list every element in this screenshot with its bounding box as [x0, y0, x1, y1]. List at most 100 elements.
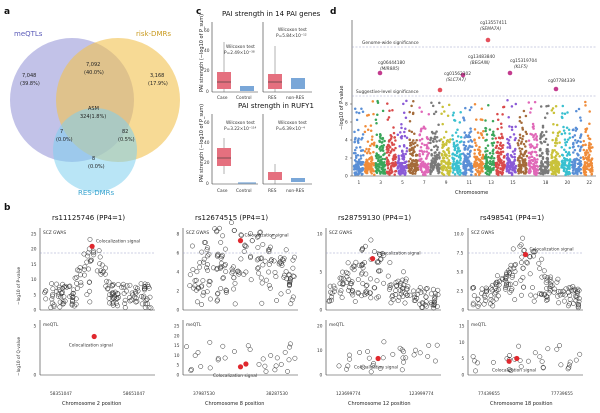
manhattan-point: [568, 146, 572, 150]
manhattan-point: [541, 124, 545, 128]
manhattan-point: [442, 166, 446, 170]
manhattan-point: [557, 163, 561, 166]
gwas-point: [97, 254, 103, 260]
manhattan-point: [535, 145, 538, 149]
manhattan-point: [582, 148, 586, 152]
gwas-point: [412, 294, 417, 300]
manhattan-point: [554, 173, 558, 176]
manhattan-point: [462, 143, 466, 147]
b-ylabel-top: −log10 of P-value: [16, 266, 22, 305]
manhattan-point: [374, 118, 378, 122]
gwas-point: [266, 262, 272, 267]
gwas-point: [106, 279, 112, 285]
c-ytick: 40: [204, 140, 210, 146]
manhattan-point: [426, 145, 429, 148]
manhattan-point: [376, 159, 380, 163]
manhattan-point: [434, 110, 438, 113]
gwas-point: [404, 292, 410, 298]
box-control: [240, 86, 254, 91]
manhattan-point: [551, 107, 555, 110]
manhattan-point: [411, 112, 415, 116]
manhattan-point: [443, 153, 447, 157]
gwas-point: [248, 253, 254, 259]
gwas-point: [267, 244, 273, 250]
manhattan-point: [429, 172, 432, 176]
gwas-point: [249, 238, 255, 244]
gwas-point: [512, 297, 518, 303]
manhattan-point: [488, 159, 492, 163]
manhattan-point: [571, 171, 574, 175]
b-ytick: 2.5: [457, 289, 464, 295]
manhattan-point: [547, 169, 550, 172]
manhattan-point: [546, 162, 549, 166]
gwas-tag: SCZ GWAS: [329, 230, 352, 236]
manhattan-point: [562, 156, 566, 160]
manhattan-point: [418, 154, 422, 158]
gwas-point: [235, 268, 241, 274]
manhattan-point: [356, 162, 360, 165]
manhattan-point: [563, 131, 567, 135]
gwas-point: [258, 255, 264, 261]
b-ytick: 5: [34, 324, 37, 330]
hit-cpg: cg01562302: [444, 71, 471, 77]
gwas-point: [248, 277, 254, 283]
panel-c-title-bottom: PAI strength in RUFY1: [238, 102, 314, 110]
b-ytick: 20: [31, 247, 37, 253]
manhattan-point: [418, 133, 422, 136]
manhattan-point: [353, 171, 357, 175]
manhattan-point: [367, 147, 371, 151]
manhattan-point: [501, 150, 505, 154]
gwas-point: [242, 243, 248, 249]
manhattan-point: [474, 141, 477, 145]
meqtl-point: [268, 353, 274, 358]
manhattan-point: [506, 158, 510, 161]
manhattan-point: [490, 141, 494, 145]
gwas-point: [512, 269, 518, 274]
gwas-point: [197, 260, 203, 266]
manhattan-point: [464, 134, 468, 137]
c-ytick: 0: [206, 181, 209, 187]
manhattan-point: [455, 164, 459, 167]
venn-res-only-count: 8: [92, 156, 95, 162]
gwas-point: [494, 273, 500, 279]
b-xtick: 58351047: [50, 391, 72, 397]
gwas-point: [109, 283, 115, 289]
manhattan-point: [582, 139, 586, 143]
manhattan-point: [535, 136, 538, 140]
b-ytick: 5.0: [457, 270, 464, 276]
manhattan-point: [522, 170, 525, 174]
meqtl-point: [554, 346, 560, 352]
manhattan-point: [459, 158, 462, 162]
manhattan-point: [475, 118, 478, 121]
manhattan-point: [568, 167, 571, 170]
gwas-point: [340, 275, 346, 281]
venn-label-meqtls: meQTLs: [14, 30, 43, 38]
gwas-point: [260, 262, 266, 268]
manhattan-point: [473, 148, 477, 152]
manhattan-point: [400, 126, 403, 130]
manhattan-point: [446, 148, 450, 152]
gwas-point: [222, 246, 228, 252]
gwas-point: [207, 296, 213, 302]
gwas-point: [512, 262, 518, 268]
manhattan-point: [552, 165, 555, 169]
manhattan-point: [478, 170, 482, 173]
c-xtick: RES: [268, 188, 277, 194]
manhattan-point: [499, 137, 502, 140]
manhattan-point: [404, 152, 407, 156]
gwas-point: [411, 288, 416, 294]
meqtl-point: [567, 359, 573, 365]
gwas-point: [488, 297, 494, 303]
manhattan-point: [370, 157, 373, 160]
manhattan-point: [540, 169, 544, 172]
gwas-point: [518, 260, 524, 265]
manhattan-point: [577, 144, 580, 148]
manhattan-point: [365, 168, 368, 172]
manhattan-point: [389, 171, 392, 174]
manhattan-point: [558, 141, 561, 144]
manhattan-point: [451, 138, 455, 141]
manhattan-point: [550, 172, 554, 176]
manhattan-point: [372, 143, 376, 147]
gwas-point: [568, 287, 574, 293]
